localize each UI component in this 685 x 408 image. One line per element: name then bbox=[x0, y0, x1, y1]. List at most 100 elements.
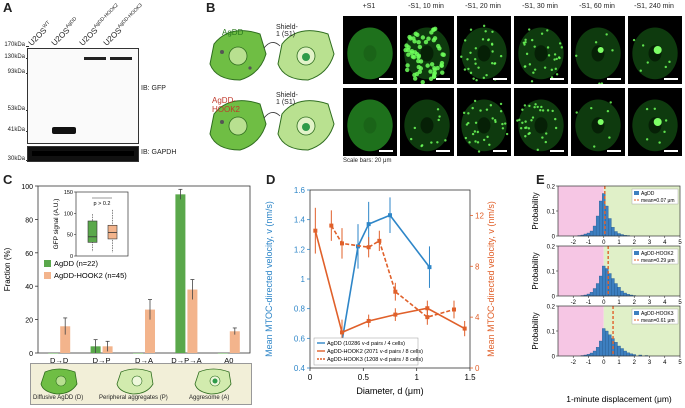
diffuse-signal bbox=[347, 27, 393, 80]
y2-tick-label: 4 bbox=[475, 313, 480, 322]
aggregate-dot bbox=[420, 144, 424, 147]
aggregate-dot bbox=[464, 136, 468, 140]
inset-y-tick-label: 0 bbox=[70, 254, 73, 260]
micro-content bbox=[403, 26, 450, 84]
lane-label: U2OSWT bbox=[26, 19, 52, 48]
aggregate-dot bbox=[641, 44, 645, 47]
aggregate-dot bbox=[555, 57, 558, 61]
aggregate-dot bbox=[527, 127, 531, 130]
x-tick-label: 0 bbox=[602, 240, 606, 246]
aggregate-dot bbox=[425, 63, 430, 68]
aggregate-dot bbox=[536, 148, 539, 152]
y-tick-label: 0 bbox=[552, 235, 556, 241]
hist-bar bbox=[611, 227, 615, 237]
aggregate-dot bbox=[575, 54, 578, 57]
y-tick-label: 0 bbox=[552, 295, 556, 301]
aggregate-dot bbox=[431, 74, 437, 79]
hist-bar bbox=[592, 350, 597, 357]
hist-bar bbox=[614, 283, 618, 297]
aggregate-dot bbox=[524, 135, 527, 138]
aggregate-dot bbox=[554, 126, 558, 130]
aggregate-dot bbox=[405, 63, 410, 68]
x-tick-label: 5 bbox=[678, 300, 682, 306]
panel-label-a: A bbox=[3, 0, 13, 15]
legend-box bbox=[631, 248, 679, 265]
y-tick-label: 0.1 bbox=[547, 330, 556, 336]
aggregate-dot bbox=[530, 119, 533, 122]
aggregate-dot bbox=[403, 47, 408, 53]
aggresome-spot bbox=[653, 118, 662, 126]
legend-name: AgDD-HOOK3 bbox=[641, 311, 674, 317]
aggregate-dot bbox=[432, 36, 438, 41]
aggregate-dot bbox=[414, 51, 420, 57]
y-tick-label: 0.2 bbox=[547, 305, 556, 311]
legend-box bbox=[313, 337, 419, 366]
aggregate-dot bbox=[477, 150, 481, 153]
timepoint-label: -S1, 240 min bbox=[634, 3, 674, 10]
aggregate-dot bbox=[472, 77, 475, 80]
micro-image bbox=[343, 88, 397, 156]
aggregate-dot bbox=[485, 108, 489, 111]
mw-marker: 30kDa bbox=[7, 156, 25, 162]
legend-swatch bbox=[634, 251, 639, 255]
x-tick-label: 2 bbox=[633, 240, 637, 246]
aggregate-dot bbox=[467, 112, 470, 115]
x-tick-label: 0 bbox=[308, 373, 313, 382]
aggregate-dot bbox=[420, 79, 425, 84]
legend-swatch bbox=[634, 191, 639, 195]
aggregate-dot bbox=[417, 44, 423, 50]
x-tick-label: -2 bbox=[571, 360, 577, 366]
scale-bar bbox=[436, 78, 450, 80]
y2-tick-label: 0 bbox=[475, 364, 480, 373]
data-point bbox=[340, 241, 344, 246]
mw-marker: 93kDa bbox=[7, 69, 25, 75]
data-point bbox=[427, 265, 432, 270]
aggregate-dot bbox=[473, 130, 477, 133]
x-tick-label: -1 bbox=[586, 300, 592, 306]
series-line bbox=[341, 214, 431, 342]
y2-axis-label: Mean MTOC-directed velocity, v (nm/s) bbox=[486, 201, 496, 357]
inset-y-tick-label: 150 bbox=[64, 190, 73, 196]
aggregate-dot bbox=[423, 39, 429, 45]
aggregate-dot bbox=[415, 32, 420, 38]
micro-content bbox=[461, 99, 509, 153]
aggregate-dot bbox=[546, 109, 550, 112]
bar bbox=[48, 353, 59, 354]
aggregate-dot bbox=[444, 139, 447, 142]
hist-bar bbox=[617, 345, 621, 357]
x-tick-label: 2 bbox=[633, 360, 637, 366]
hist-bar bbox=[602, 265, 606, 297]
aggregate-dot bbox=[491, 50, 494, 53]
micro-content bbox=[347, 27, 393, 80]
aggregate-dot bbox=[411, 55, 417, 60]
y-axis-label: Mean MTOC-directed velocity, v (nm/s) bbox=[264, 201, 274, 357]
hist-bar bbox=[620, 348, 624, 357]
x-tick-label: 4 bbox=[663, 240, 667, 246]
aggregate-dot bbox=[539, 109, 542, 112]
aggregate-dot bbox=[463, 68, 467, 71]
y-tick-label: 0.1 bbox=[547, 270, 556, 276]
aggregate-dot bbox=[600, 82, 604, 84]
aggregate-dot bbox=[523, 65, 527, 68]
aggregate-dot bbox=[479, 109, 482, 112]
micro-content bbox=[632, 99, 678, 152]
aggregate-dot bbox=[412, 76, 418, 81]
aggregate-dot bbox=[664, 119, 668, 122]
x-tick-label: 0 bbox=[602, 300, 606, 306]
aggregate-dot bbox=[554, 67, 557, 71]
aggregate-dot bbox=[504, 122, 507, 125]
x-tick-label: 1.5 bbox=[464, 373, 476, 382]
aggresome-spot bbox=[597, 47, 604, 53]
hist-bar bbox=[589, 230, 594, 237]
micro-image bbox=[514, 16, 568, 84]
y-tick-label: 20 bbox=[25, 318, 33, 325]
aggregate-dot bbox=[486, 135, 489, 139]
y-tick-label: 0.2 bbox=[547, 185, 556, 191]
x-tick-label: 3 bbox=[648, 300, 652, 306]
aggregate-dot bbox=[408, 36, 413, 41]
nucleus bbox=[477, 117, 491, 134]
aggregate-dot bbox=[436, 108, 440, 111]
scale-bar bbox=[379, 150, 393, 152]
y-tick-label: 40 bbox=[25, 284, 33, 291]
panel-label-d: D bbox=[266, 172, 276, 187]
